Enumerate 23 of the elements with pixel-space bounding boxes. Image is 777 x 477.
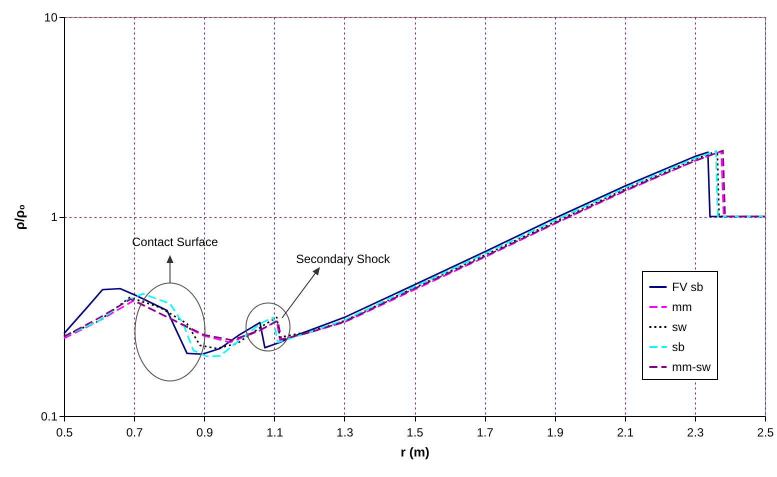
legend-label: mm (672, 300, 692, 314)
x-tick-label: 0.7 (126, 426, 144, 440)
legend-label: sw (672, 320, 687, 334)
legend-label: mm-sw (672, 360, 711, 374)
annotation: Contact Surface (132, 235, 218, 249)
x-tick-label: 2.3 (687, 426, 704, 440)
x-tick-label: 1.7 (476, 426, 494, 440)
x-tick-label: 2.5 (757, 426, 774, 440)
x-tick-label: 0.9 (196, 426, 214, 440)
x-tick-label: 1.5 (406, 426, 424, 440)
y-tick-label: 10 (44, 10, 58, 24)
y-tick-label: 0.1 (40, 410, 58, 424)
legend-label: sb (672, 340, 685, 354)
x-tick-label: 2.1 (616, 426, 634, 440)
x-axis-title: r (m) (400, 444, 430, 460)
x-tick-label: 1.3 (336, 426, 354, 440)
y-axis-title: ρ/ρ₀ (12, 204, 27, 230)
x-tick-label: 0.5 (56, 426, 74, 440)
x-tick-label: 1.9 (546, 426, 564, 440)
annotation: Secondary Shock (296, 252, 392, 266)
x-tick-label: 1.1 (266, 426, 284, 440)
y-tick-label: 1 (50, 210, 58, 224)
legend-label: FV sb (672, 280, 704, 294)
